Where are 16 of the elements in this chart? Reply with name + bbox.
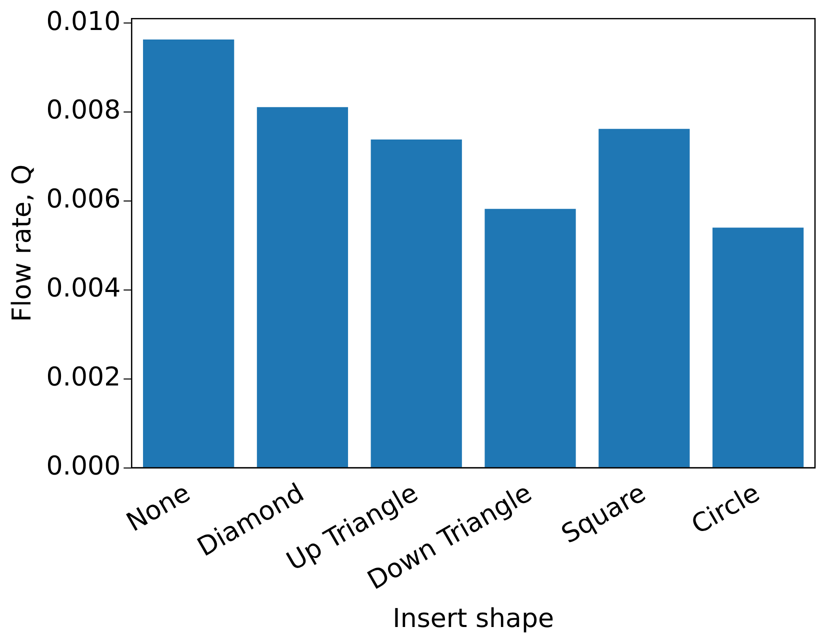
x-tick-label: Circle [686, 478, 765, 541]
bar [370, 140, 462, 468]
bar [256, 107, 348, 468]
y-tick-label: 0.006 [46, 184, 121, 215]
y-tick-label: 0.010 [46, 6, 121, 37]
x-tick-label: None [122, 478, 196, 538]
y-tick-label: 0.002 [46, 362, 121, 393]
bar [598, 128, 690, 468]
bar [712, 228, 804, 468]
y-tick-label: 0.000 [46, 452, 121, 482]
y-tick-label: 0.008 [46, 96, 121, 126]
y-tick-label: 0.004 [46, 274, 121, 304]
x-axis-title: Insert shape [392, 604, 554, 634]
bar [484, 208, 576, 468]
y-axis-title: Flow rate, Q [7, 164, 38, 322]
bar [143, 40, 234, 468]
